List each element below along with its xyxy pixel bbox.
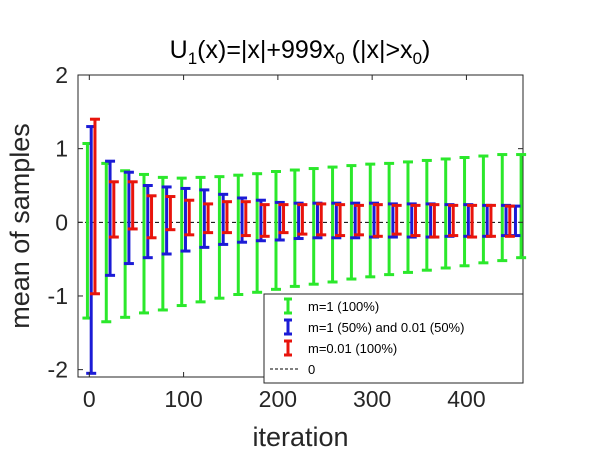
error-bar xyxy=(365,162,376,279)
y-axis-label: mean of samples xyxy=(5,123,35,329)
error-bar xyxy=(335,203,346,238)
y-tick-label: 2 xyxy=(55,62,68,88)
error-bar xyxy=(346,164,357,281)
error-bar xyxy=(138,172,149,315)
error-bar xyxy=(127,180,138,231)
error-bar xyxy=(89,117,100,296)
error-bar xyxy=(255,198,266,243)
y-tick-label: -2 xyxy=(48,357,68,383)
error-bar xyxy=(214,175,225,300)
legend-label: m=0.01 (100%) xyxy=(308,341,397,356)
legend-label: m=1 (100%) xyxy=(308,299,379,314)
error-bar xyxy=(161,185,172,256)
error-bar xyxy=(402,160,413,274)
error-bar xyxy=(353,203,364,237)
series-1 xyxy=(82,142,527,324)
error-bar xyxy=(108,180,119,239)
error-bar xyxy=(459,155,470,268)
error-bar xyxy=(440,157,451,270)
error-bar xyxy=(429,203,440,239)
error-bar xyxy=(195,175,206,304)
error-bar xyxy=(259,203,270,238)
error-bar xyxy=(316,202,327,237)
error-bar xyxy=(221,200,232,235)
error-bar xyxy=(105,159,116,277)
x-tick-label: 400 xyxy=(447,386,485,412)
error-bar xyxy=(327,165,338,284)
error-bar xyxy=(448,203,459,238)
series-3 xyxy=(89,117,515,296)
error-bar xyxy=(504,204,515,238)
error-bar xyxy=(146,194,157,240)
error-bar xyxy=(184,198,195,237)
legend-label: m=1 (50%) and 0.01 (50%) xyxy=(308,320,464,335)
axes: 0 100 200 300 400 2 1 0 -1 -2 xyxy=(48,62,523,412)
error-bar xyxy=(297,203,308,236)
legend-item: m=1 (50%) and 0.01 (50%) xyxy=(284,318,464,336)
x-tick-label: 0 xyxy=(83,386,96,412)
title-segment: U xyxy=(170,36,188,64)
title-subscript: 0 xyxy=(413,49,422,68)
chart-title: U1(x)=|x|+999x0 (|x|>x0) xyxy=(170,36,431,68)
error-bar xyxy=(308,167,319,286)
error-bar xyxy=(176,176,187,308)
title-segment: ) xyxy=(422,36,430,64)
legend: m=1 (100%) m=1 (50%) and 0.01 (50%) m=0.01… xyxy=(263,293,524,384)
x-axis-label: iteration xyxy=(252,422,348,452)
error-bar xyxy=(123,170,134,266)
error-bar xyxy=(516,153,527,260)
title-segment: (x)=|x|+999x xyxy=(197,36,336,64)
error-bar xyxy=(391,203,402,236)
legend-box xyxy=(263,293,524,384)
legend-item: m=1 (100%) xyxy=(284,297,379,315)
error-bar xyxy=(289,168,300,288)
error-bar xyxy=(233,173,244,297)
title-subscript: 0 xyxy=(335,49,344,68)
x-tick-label: 300 xyxy=(353,386,391,412)
y-tick-label: 0 xyxy=(55,209,68,235)
y-tick-label: 1 xyxy=(55,136,68,162)
error-bar xyxy=(350,201,361,240)
error-bar xyxy=(485,203,496,238)
error-bar xyxy=(467,203,478,239)
title-subscript: 1 xyxy=(188,49,197,68)
y-tick-label: -1 xyxy=(48,283,68,309)
legend-label: 0 xyxy=(308,362,315,377)
error-bar xyxy=(384,161,395,277)
legend-item: m=0.01 (100%) xyxy=(284,339,397,357)
error-bar xyxy=(421,158,432,272)
title-segment: (|x|>x xyxy=(345,36,413,64)
error-bars xyxy=(82,117,527,375)
error-bar xyxy=(203,202,214,235)
error-bar xyxy=(240,200,251,238)
error-bar xyxy=(410,203,421,238)
error-bar xyxy=(199,188,210,249)
error-bar xyxy=(157,175,168,312)
error-bar xyxy=(278,203,289,235)
error-bar xyxy=(372,203,383,238)
x-tick-label: 100 xyxy=(164,386,202,412)
legend-item: 0 xyxy=(270,362,315,377)
error-bar xyxy=(165,195,176,232)
error-bar xyxy=(270,169,281,291)
error-bar xyxy=(478,154,489,265)
error-bar xyxy=(252,172,263,294)
error-bar xyxy=(497,153,508,263)
x-tick-label: 200 xyxy=(259,386,297,412)
error-bar xyxy=(142,183,153,260)
